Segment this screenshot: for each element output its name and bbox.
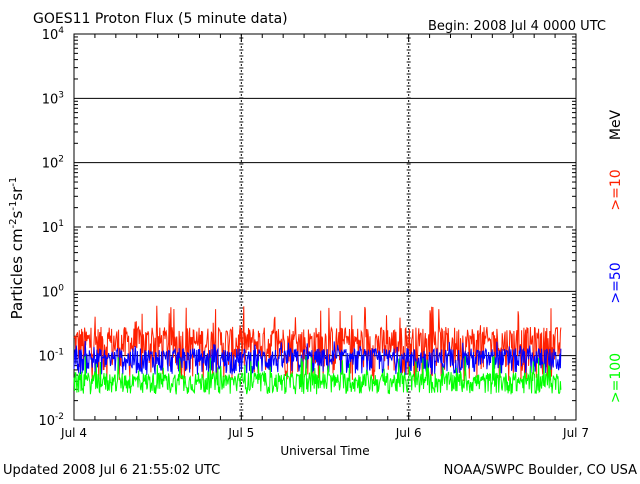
legend-label: >=10 — [608, 169, 624, 210]
series-line — [73, 355, 562, 395]
y-axis-title: Particles cm-2s-1sr-1 — [8, 177, 26, 320]
x-axis-title: Universal Time — [280, 444, 369, 458]
series-line — [73, 340, 562, 377]
y-tick-label: 101 — [42, 219, 64, 236]
source-credit: NOAA/SWPC Boulder, CO USA — [444, 463, 637, 478]
y-tick-label: 102 — [42, 155, 64, 172]
x-tick-label: Jul 5 — [227, 426, 254, 440]
legend-label: >=100 — [608, 353, 624, 403]
x-tick-label: Jul 6 — [395, 426, 422, 440]
y-tick-label: 100 — [42, 283, 65, 300]
legend-label: >=50 — [608, 262, 624, 303]
x-tick-labels: Jul 4 Jul 5 Jul 6 Jul 7 — [60, 426, 589, 440]
series-layer — [73, 305, 562, 395]
y-tick-label: 104 — [42, 26, 65, 43]
begin-label: Begin: 2008 Jul 4 0000 UTC — [428, 19, 606, 34]
x-tick-label: Jul 7 — [562, 426, 589, 440]
y-tick-label: 103 — [42, 90, 64, 107]
chart-title: GOES11 Proton Flux (5 minute data) — [33, 11, 288, 27]
x-tick-label: Jul 4 — [60, 426, 87, 440]
legend: >=10 >=50 >=100 MeV — [608, 109, 624, 403]
legend-unit-label: MeV — [608, 109, 624, 140]
grid — [73, 34, 577, 420]
y-tick-label: 10-1 — [38, 348, 64, 365]
y-tick-label: 10-2 — [38, 412, 64, 429]
updated-timestamp: Updated 2008 Jul 6 21:55:02 UTC — [3, 463, 220, 478]
series-line — [73, 305, 562, 382]
y-tick-labels: 10-2 10-1 100 101 102 103 104 — [38, 26, 64, 429]
